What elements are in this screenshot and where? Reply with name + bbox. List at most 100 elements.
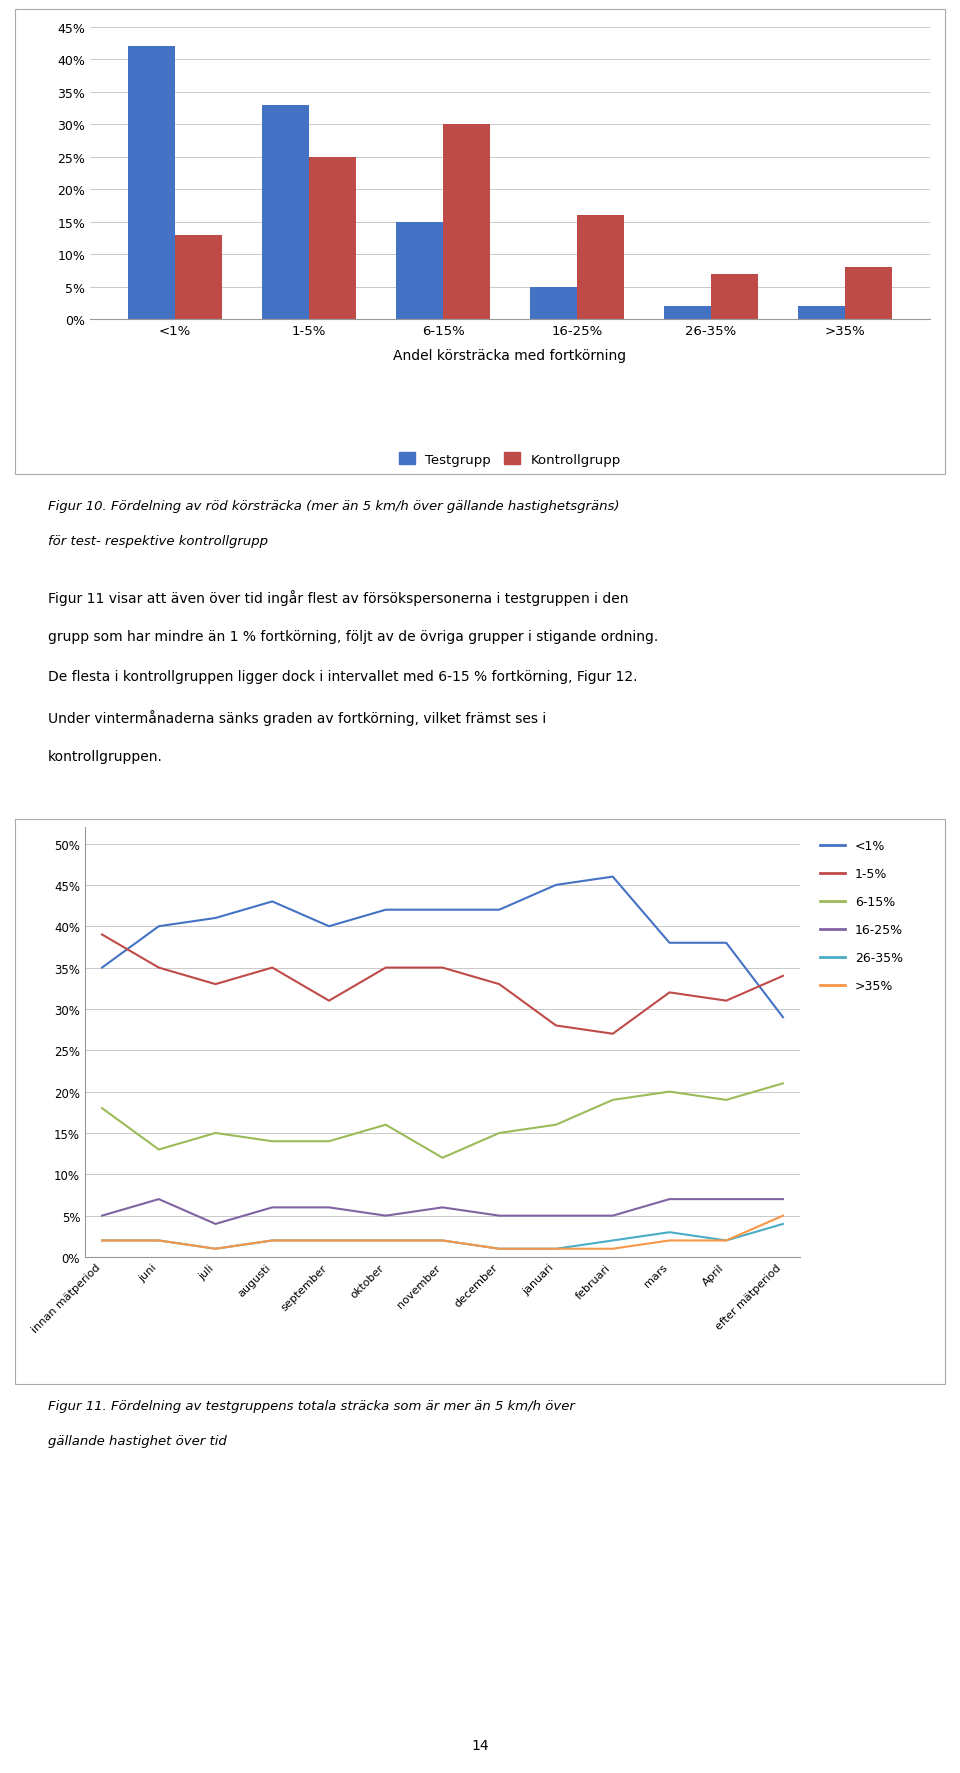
Bar <box>664 307 711 319</box>
Line: >35%: >35% <box>102 1216 783 1248</box>
>35% <box>380 1230 392 1252</box>
26-35% <box>209 1238 221 1259</box>
1-5% <box>550 1016 562 1037</box>
6-15% <box>550 1115 562 1136</box>
>35% <box>663 1230 675 1252</box>
>35% <box>607 1238 618 1259</box>
1-5% <box>209 973 221 995</box>
26-35% <box>778 1213 789 1234</box>
1-5% <box>493 973 505 995</box>
Bar <box>309 158 356 319</box>
16-25% <box>493 1206 505 1227</box>
<1% <box>663 933 675 954</box>
26-35% <box>267 1230 278 1252</box>
1-5% <box>663 982 675 1004</box>
26-35% <box>380 1230 392 1252</box>
16-25% <box>153 1190 164 1211</box>
Text: kontrollgruppen.: kontrollgruppen. <box>48 750 163 764</box>
1-5% <box>380 957 392 979</box>
6-15% <box>380 1115 392 1136</box>
26-35% <box>720 1230 732 1252</box>
<1% <box>778 1007 789 1028</box>
Legend: <1%, 1-5%, 6-15%, 16-25%, 26-35%, >35%: <1%, 1-5%, 6-15%, 16-25%, 26-35%, >35% <box>813 833 909 1000</box>
Bar <box>396 223 443 319</box>
<1% <box>380 899 392 920</box>
>35% <box>493 1238 505 1259</box>
1-5% <box>267 957 278 979</box>
1-5% <box>96 924 108 945</box>
Bar <box>175 236 222 319</box>
Text: 14: 14 <box>471 1738 489 1752</box>
Bar <box>129 48 175 319</box>
Line: <1%: <1% <box>102 878 783 1018</box>
6-15% <box>209 1122 221 1144</box>
Bar <box>798 307 845 319</box>
6-15% <box>267 1131 278 1152</box>
Bar <box>845 268 892 319</box>
Text: Figur 10. Fördelning av röd körsträcka (mer än 5 km/h över gällande hastighetsgr: Figur 10. Fördelning av röd körsträcka (… <box>48 500 619 512</box>
16-25% <box>663 1190 675 1211</box>
Bar <box>530 287 577 319</box>
Text: för test- respektive kontrollgrupp: för test- respektive kontrollgrupp <box>48 535 268 548</box>
Text: Figur 11. Fördelning av testgruppens totala sträcka som är mer än 5 km/h över: Figur 11. Fördelning av testgruppens tot… <box>48 1399 575 1413</box>
16-25% <box>209 1213 221 1234</box>
Line: 1-5%: 1-5% <box>102 934 783 1034</box>
26-35% <box>324 1230 335 1252</box>
Text: gällande hastighet över tid: gällande hastighet över tid <box>48 1434 227 1447</box>
Bar <box>711 275 757 319</box>
16-25% <box>607 1206 618 1227</box>
<1% <box>153 917 164 938</box>
16-25% <box>324 1197 335 1218</box>
<1% <box>324 917 335 938</box>
Text: grupp som har mindre än 1 % fortkörning, följt av de övriga grupper i stigande o: grupp som har mindre än 1 % fortkörning,… <box>48 629 659 644</box>
Line: 16-25%: 16-25% <box>102 1200 783 1223</box>
Line: 6-15%: 6-15% <box>102 1083 783 1158</box>
Text: Under vintermånaderna sänks graden av fortkörning, vilket främst ses i: Under vintermånaderna sänks graden av fo… <box>48 709 546 725</box>
6-15% <box>493 1122 505 1144</box>
16-25% <box>437 1197 448 1218</box>
Bar <box>577 216 624 319</box>
1-5% <box>778 966 789 988</box>
26-35% <box>663 1222 675 1243</box>
26-35% <box>96 1230 108 1252</box>
26-35% <box>153 1230 164 1252</box>
>35% <box>267 1230 278 1252</box>
>35% <box>209 1238 221 1259</box>
<1% <box>493 899 505 920</box>
6-15% <box>96 1097 108 1119</box>
<1% <box>720 933 732 954</box>
<1% <box>550 874 562 895</box>
1-5% <box>437 957 448 979</box>
<1% <box>437 899 448 920</box>
6-15% <box>607 1090 618 1112</box>
16-25% <box>267 1197 278 1218</box>
26-35% <box>437 1230 448 1252</box>
>35% <box>96 1230 108 1252</box>
>35% <box>720 1230 732 1252</box>
1-5% <box>607 1023 618 1044</box>
Bar <box>443 126 490 319</box>
6-15% <box>778 1073 789 1094</box>
<1% <box>267 892 278 913</box>
1-5% <box>153 957 164 979</box>
6-15% <box>153 1140 164 1161</box>
>35% <box>550 1238 562 1259</box>
Text: Figur 11 visar att även över tid ingår flest av försökspersonerna i testgruppen : Figur 11 visar att även över tid ingår f… <box>48 590 629 606</box>
Bar <box>262 106 309 319</box>
Text: De flesta i kontrollgruppen ligger dock i intervallet med 6-15 % fortkörning, Fi: De flesta i kontrollgruppen ligger dock … <box>48 670 637 684</box>
6-15% <box>663 1082 675 1103</box>
26-35% <box>493 1238 505 1259</box>
1-5% <box>324 991 335 1012</box>
6-15% <box>324 1131 335 1152</box>
>35% <box>778 1206 789 1227</box>
<1% <box>607 867 618 888</box>
<1% <box>96 957 108 979</box>
>35% <box>437 1230 448 1252</box>
16-25% <box>96 1206 108 1227</box>
16-25% <box>550 1206 562 1227</box>
Legend: Testgrupp, Kontrollgrupp: Testgrupp, Kontrollgrupp <box>394 449 626 472</box>
1-5% <box>720 991 732 1012</box>
<1% <box>209 908 221 929</box>
16-25% <box>778 1190 789 1211</box>
X-axis label: Andel körsträcka med fortkörning: Andel körsträcka med fortkörning <box>394 349 627 363</box>
